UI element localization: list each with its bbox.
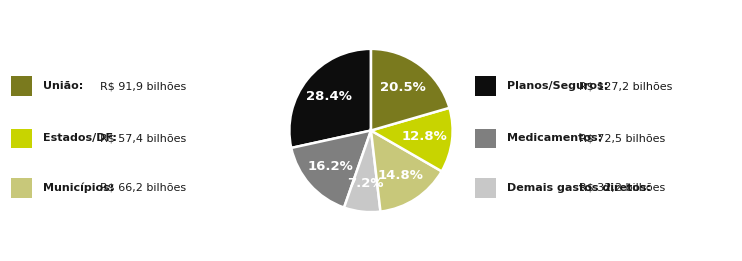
Text: Planos/Seguros:: Planos/Seguros: xyxy=(507,81,608,91)
Text: União:: União: xyxy=(43,81,83,91)
Text: R$ 32,2 bilhões: R$ 32,2 bilhões xyxy=(579,183,665,193)
Text: R$ 57,4 bilhões: R$ 57,4 bilhões xyxy=(100,133,186,143)
Text: R$ 91,9 bilhões: R$ 91,9 bilhões xyxy=(100,81,186,91)
Text: 14.8%: 14.8% xyxy=(378,169,424,182)
Text: Demais gastos diretos:: Demais gastos diretos: xyxy=(507,183,651,193)
Text: Estados/DF:: Estados/DF: xyxy=(43,133,117,143)
Text: R$ 72,5 bilhões: R$ 72,5 bilhões xyxy=(579,133,665,143)
Wedge shape xyxy=(371,49,450,130)
Text: 12.8%: 12.8% xyxy=(401,130,447,144)
Text: 20.5%: 20.5% xyxy=(381,81,426,94)
Wedge shape xyxy=(344,130,381,212)
Wedge shape xyxy=(371,130,441,212)
Wedge shape xyxy=(292,130,371,207)
Text: R$ 127,2 bilhões: R$ 127,2 bilhões xyxy=(579,81,672,91)
Text: Medicamentos:: Medicamentos: xyxy=(507,133,602,143)
Text: 28.4%: 28.4% xyxy=(306,90,352,103)
Text: 16.2%: 16.2% xyxy=(308,160,354,173)
Wedge shape xyxy=(289,49,371,148)
Text: Municípios:: Municípios: xyxy=(43,183,114,193)
Text: 7.2%: 7.2% xyxy=(347,177,384,191)
Wedge shape xyxy=(371,108,453,171)
Text: R$ 66,2 bilhões: R$ 66,2 bilhões xyxy=(100,183,186,193)
